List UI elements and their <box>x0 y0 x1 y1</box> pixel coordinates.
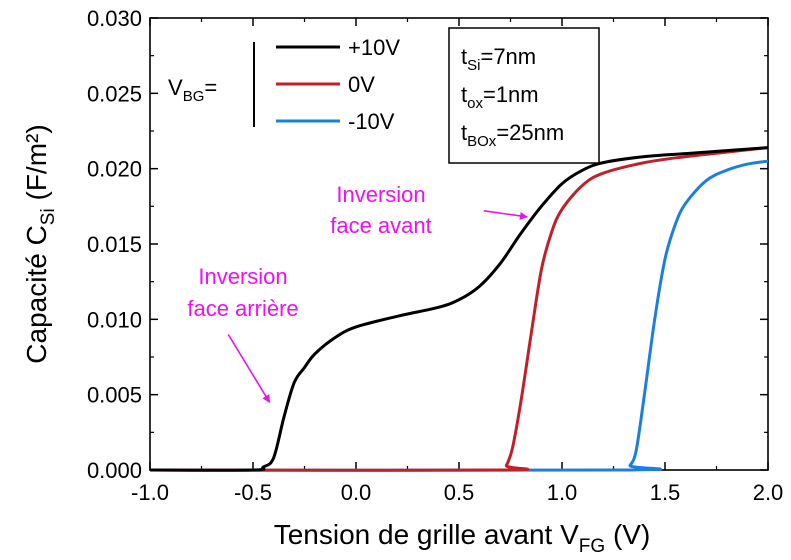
legend-prefix-main: V <box>168 75 183 100</box>
annotation-arriere-line2: face arrière <box>187 296 298 321</box>
param-tox-sub: ox <box>467 95 483 112</box>
annotation-inversion-face-arriere: Inversion face arrière <box>187 264 299 404</box>
param-tox-value: =1nm <box>483 82 539 107</box>
annotation-arriere-arrow <box>227 333 271 404</box>
param-tsi: tSi=7nm <box>461 44 536 74</box>
param-tbox-main: t <box>461 120 467 145</box>
x-tick-label: 0.0 <box>341 480 372 505</box>
annotation-avant-line1: Inversion <box>336 182 425 207</box>
param-tox: tox=1nm <box>461 82 539 112</box>
param-tsi-main: t <box>461 44 467 69</box>
x-tick-label: 1.5 <box>650 480 681 505</box>
x-axis-label: Tension de grille avant VFG (V) <box>274 519 651 557</box>
x-axis-label-main: Tension de grille avant V <box>274 519 579 550</box>
y-axis-label-sub: Si <box>38 208 59 225</box>
annotation-arriere-line1: Inversion <box>198 264 287 289</box>
param-tsi-value: =7nm <box>480 44 536 69</box>
y-tick-label: 0.030 <box>87 6 142 31</box>
x-tick-label: -1.0 <box>131 480 169 505</box>
series-line-0v <box>149 146 769 472</box>
annotation-inversion-face-avant: Inversion face avant <box>330 182 528 238</box>
legend-prefix-tail: = <box>204 75 217 100</box>
series-line-plus10v <box>149 146 769 472</box>
param-tbox: tBOx=25nm <box>461 120 564 150</box>
legend: VBG= +10V 0V -10V <box>168 35 400 134</box>
y-axis-label: Capacité CSi (F/m²) <box>21 124 59 363</box>
param-tbox-value: =25nm <box>496 120 564 145</box>
x-tick-label: 0.5 <box>444 480 475 505</box>
axis-ticks: -1.0 -0.5 0.0 0.5 1.0 1.5 2.0 0.000 0.005 0.010 0.… <box>87 6 783 505</box>
x-tick-label: 1.0 <box>547 480 578 505</box>
annotation-avant-line2: face avant <box>330 213 432 238</box>
y-tick-label: 0.010 <box>87 307 142 332</box>
param-tsi-sub: Si <box>467 57 480 74</box>
legend-prefix: VBG= <box>168 75 217 105</box>
y-tick-label: 0.025 <box>87 81 142 106</box>
x-tick-label: -0.5 <box>234 480 272 505</box>
param-tox-main: t <box>461 82 467 107</box>
x-axis-label-tail: (V) <box>605 519 650 550</box>
y-tick-label: 0.000 <box>87 458 142 483</box>
legend-label-minus10v: -10V <box>348 109 395 134</box>
y-tick-label: 0.015 <box>87 232 142 257</box>
y-axis-label-main: Capacité C <box>21 225 52 364</box>
x-axis-label-sub: FG <box>579 536 605 557</box>
legend-label-plus10v: +10V <box>348 35 400 60</box>
annotation-avant-arrow <box>483 210 528 220</box>
x-tick-label: 2.0 <box>753 480 784 505</box>
y-tick-label: 0.020 <box>87 157 142 182</box>
legend-prefix-sub: BG <box>183 88 205 105</box>
series-layer <box>149 146 769 472</box>
param-tbox-sub: BOx <box>467 133 497 150</box>
params-box-frame <box>448 27 600 164</box>
params-box: tSi=7nm tox=1nm tBOx=25nm <box>448 27 600 164</box>
y-tick-label: 0.005 <box>87 383 142 408</box>
legend-label-0v: 0V <box>348 72 375 97</box>
y-axis-label-tail: (F/m²) <box>21 124 52 208</box>
series-line-minus10v <box>149 159 769 472</box>
